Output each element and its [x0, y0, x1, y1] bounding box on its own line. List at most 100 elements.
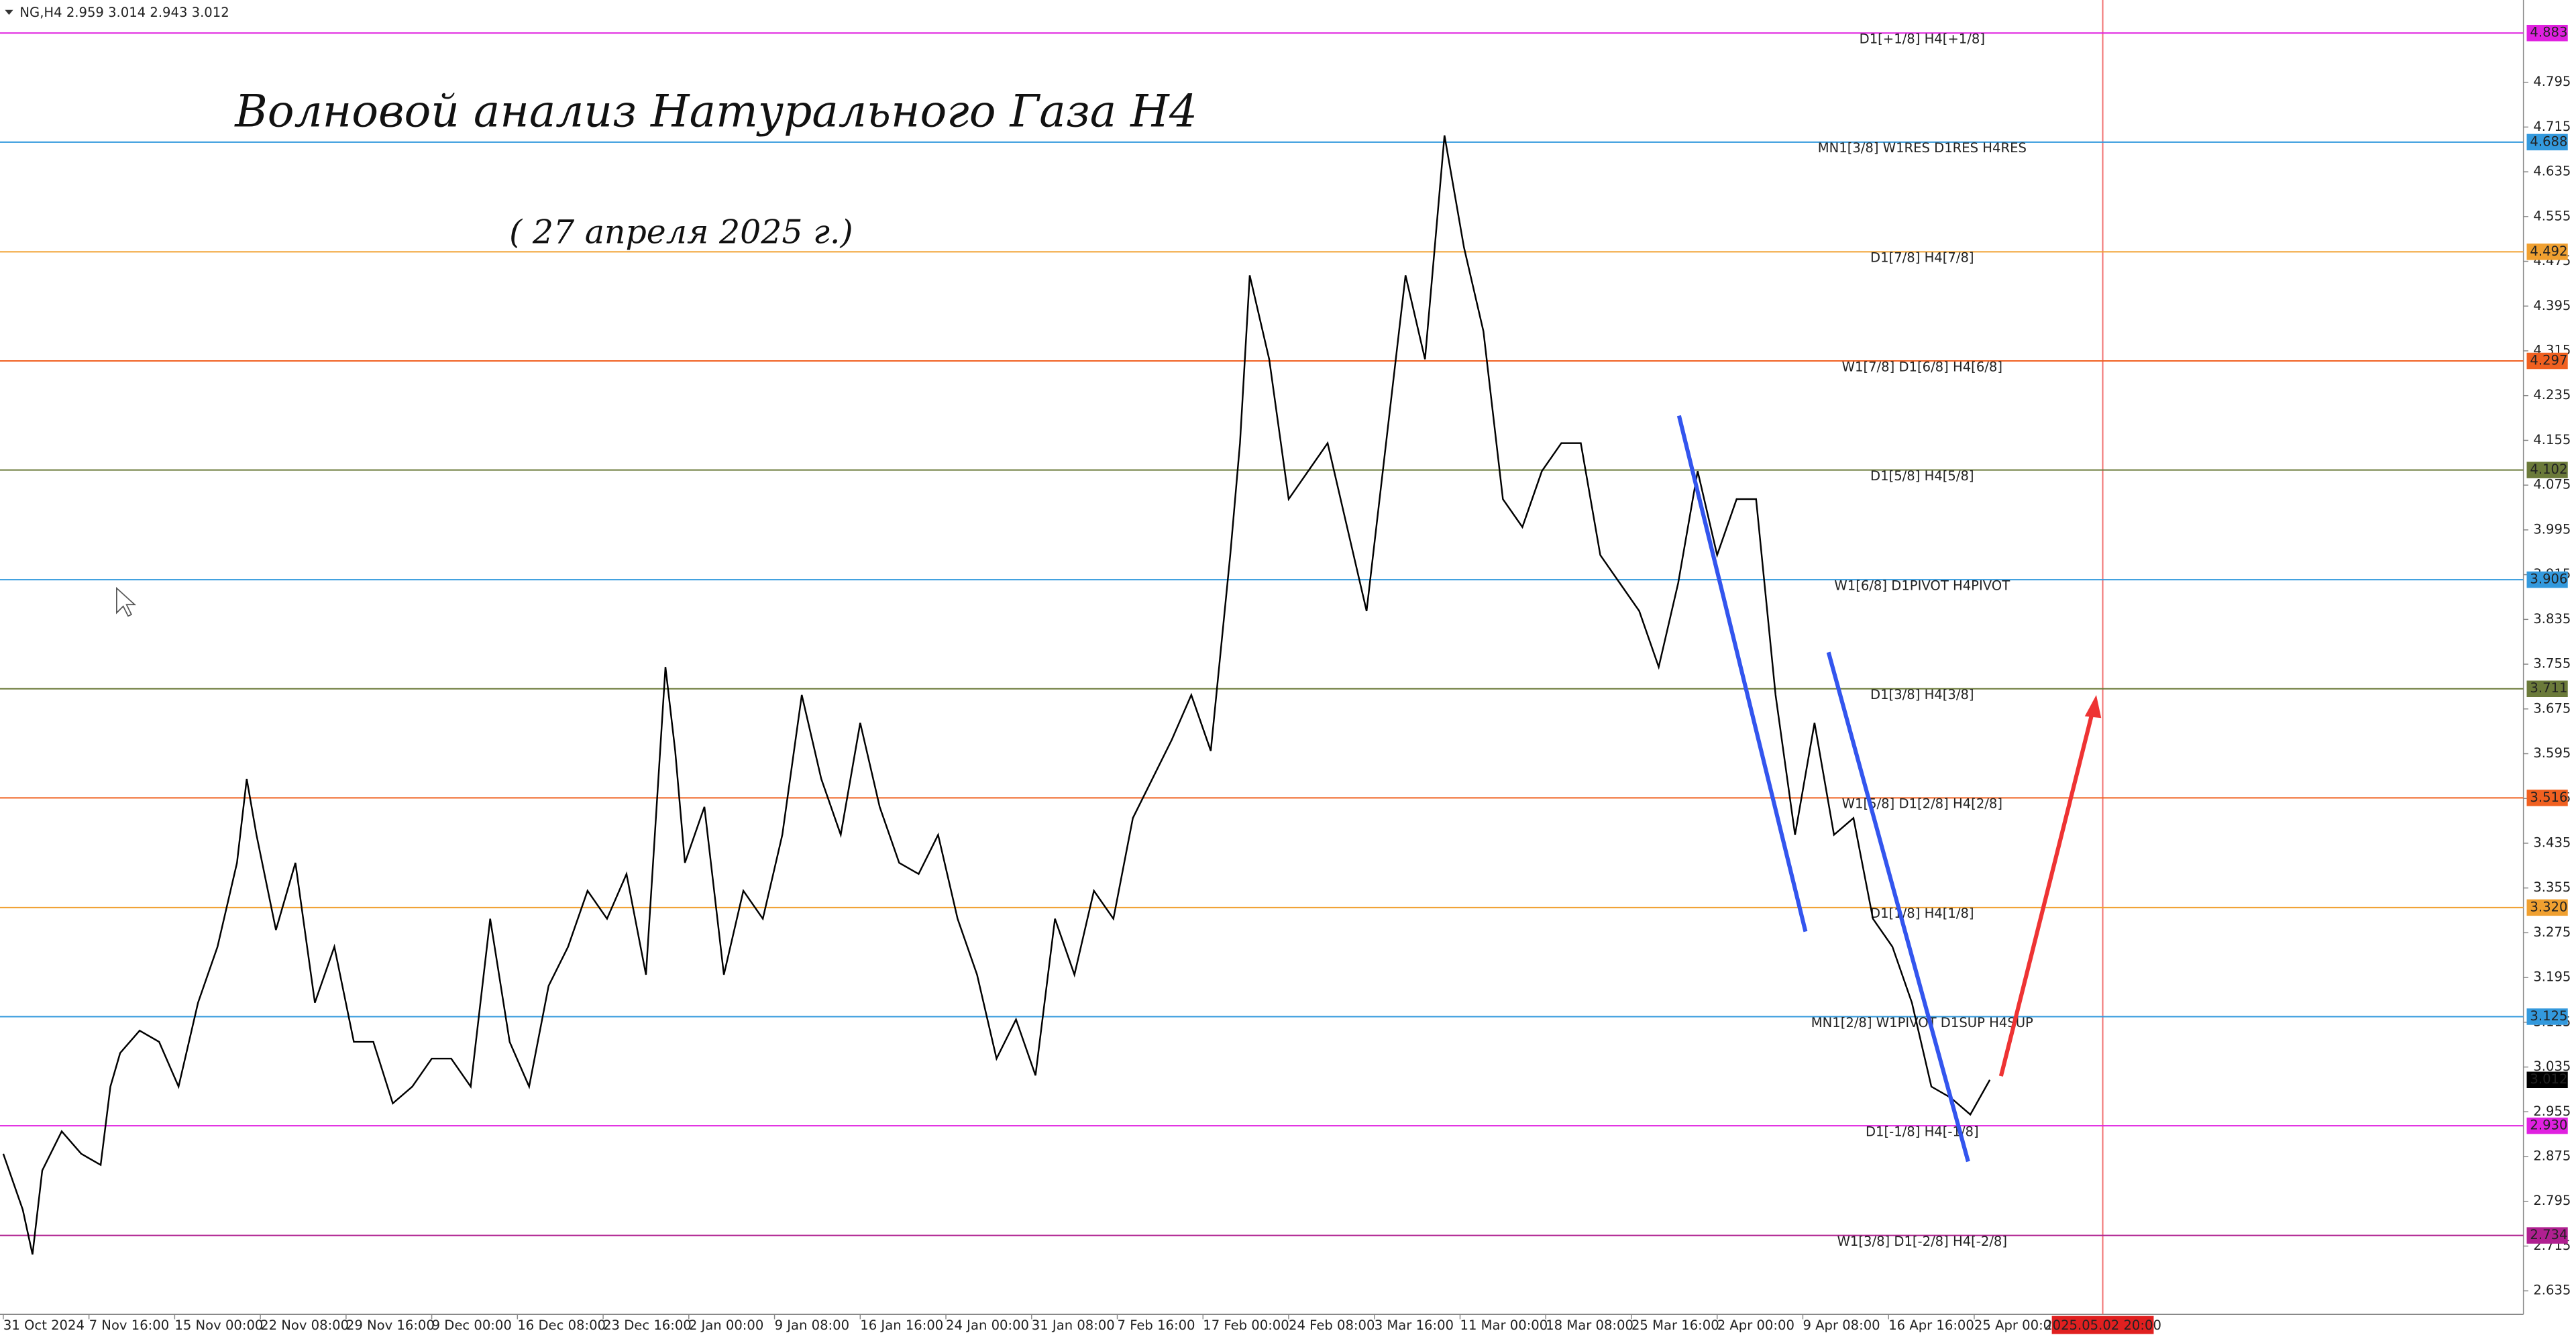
y-tick-label: 4.715	[2533, 119, 2571, 134]
chart-title: Волновой анализ Натурального Газа H4	[234, 85, 1197, 137]
price-tag-label: 4.492	[2530, 244, 2567, 259]
header-arrow	[5, 9, 13, 15]
y-tick-label: 2.955	[2533, 1104, 2571, 1119]
price-tag	[2526, 1008, 2568, 1025]
level-label: MN1[3/8] W1RES D1RES H4RES	[1818, 140, 2027, 156]
price-tag-label: 2.930	[2530, 1118, 2567, 1133]
x-tick-label: 25 Mar 16:00	[1631, 1318, 1719, 1333]
y-tick-label: 3.355	[2533, 879, 2571, 895]
current-price-tag	[2526, 1071, 2568, 1089]
y-tick-label: 4.395	[2533, 298, 2571, 313]
price-tag-label: 2.734	[2530, 1227, 2567, 1242]
level-label: W1[5/8] D1[2/8] H4[2/8]	[1842, 796, 2002, 812]
level-label: D1[7/8] H4[7/8]	[1870, 250, 1974, 266]
x-tick-label: 7 Feb 16:00	[1118, 1318, 1195, 1333]
x-tick-label: 18 Mar 08:00	[1546, 1318, 1633, 1333]
x-tick-label: 16 Jan 16:00	[860, 1318, 943, 1333]
y-tick-label: 3.675	[2533, 700, 2571, 716]
y-tick-label: 2.795	[2533, 1193, 2571, 1208]
cursor-time-label: 2025.05.02 20:00	[2044, 1318, 2161, 1333]
y-tick-label: 4.235	[2533, 387, 2571, 403]
x-tick-label: 9 Dec 00:00	[432, 1318, 512, 1333]
level-label: D1[-1/8] H4[-1/8]	[1866, 1124, 1979, 1139]
price-tag	[2526, 352, 2568, 370]
price-tag	[2526, 25, 2568, 42]
x-tick-label: 31 Jan 08:00	[1032, 1318, 1115, 1333]
y-tick-label: 4.635	[2533, 164, 2571, 179]
x-tick-label: 2 Apr 00:00	[1717, 1318, 1794, 1333]
x-tick-label: 16 Apr 16:00	[1888, 1318, 1974, 1333]
x-tick-label: 29 Nov 16:00	[346, 1318, 435, 1333]
price-tag	[2526, 571, 2568, 588]
level-label: MN1[2/8] W1PIVOT D1SUP H4SUP	[1811, 1015, 2033, 1030]
x-tick-label: 24 Jan 00:00	[946, 1318, 1029, 1333]
y-tick-label: 4.075	[2533, 477, 2571, 492]
price-tag-label: 3.320	[2530, 899, 2567, 914]
x-tick-label: 9 Jan 08:00	[775, 1318, 850, 1333]
trend-line	[1826, 651, 1970, 1163]
current-price-label: 3.012	[2530, 1071, 2567, 1087]
y-tick-label: 4.155	[2533, 432, 2571, 447]
price-tag	[2526, 899, 2568, 916]
price-tag-label: 4.883	[2530, 25, 2567, 40]
price-tag-label: 3.711	[2530, 680, 2567, 696]
price-tag-label: 4.297	[2530, 353, 2567, 368]
level-label: D1[5/8] H4[5/8]	[1870, 468, 1974, 484]
x-tick-label: 31 Oct 2024	[3, 1318, 85, 1333]
x-tick-label: 25 Apr 00:00	[1974, 1318, 2060, 1333]
chart-date: ( 27 апреля 2025 г.)	[509, 213, 853, 252]
price-tag	[2526, 1227, 2568, 1244]
x-tick-label: 3 Mar 16:00	[1375, 1318, 1454, 1333]
forecast-arrow	[1998, 709, 2095, 1077]
level-label: D1[1/8] H4[1/8]	[1870, 906, 1974, 921]
level-label: D1[3/8] H4[3/8]	[1870, 687, 1974, 702]
level-label: W1[3/8] D1[-2/8] H4[-2/8]	[1837, 1234, 2007, 1249]
level-label: W1[7/8] D1[6/8] H4[6/8]	[1842, 359, 2002, 374]
forecast-arrow-head	[2084, 694, 2102, 718]
y-tick-label: 3.035	[2533, 1059, 2571, 1074]
price-tag	[2526, 1117, 2568, 1134]
x-tick-label: 7 Nov 16:00	[89, 1318, 170, 1333]
price-tag	[2526, 133, 2568, 151]
level-label: W1[6/8] D1PIVOT H4PIVOT	[1834, 578, 2010, 593]
price-line	[2, 135, 1991, 1255]
y-tick-label: 2.875	[2533, 1148, 2571, 1164]
price-tag	[2526, 680, 2568, 698]
y-tick-label: 3.195	[2533, 969, 2571, 985]
price-tag-label: 4.688	[2530, 133, 2567, 149]
x-tick-label: 17 Feb 00:00	[1203, 1318, 1289, 1333]
y-tick-label: 3.755	[2533, 656, 2571, 672]
symbol-header: NG,H4 2.959 3.014 2.943 3.012	[19, 5, 229, 20]
y-tick-label: 3.835	[2533, 611, 2571, 627]
x-tick-label: 24 Feb 08:00	[1289, 1318, 1375, 1333]
price-tag-label: 3.125	[2530, 1008, 2567, 1024]
price-tag-label: 3.516	[2530, 790, 2567, 805]
trend-line	[1676, 415, 1808, 932]
cursor-time-box	[2051, 1316, 2154, 1334]
x-tick-label: 16 Dec 08:00	[517, 1318, 606, 1333]
y-tick-label: 3.595	[2533, 745, 2571, 761]
x-tick-label: 9 Apr 08:00	[1803, 1318, 1880, 1333]
y-tick-label: 4.555	[2533, 208, 2571, 223]
price-tag-label: 3.906	[2530, 572, 2567, 587]
y-tick-label: 2.635	[2533, 1283, 2571, 1298]
y-tick-label: 3.995	[2533, 521, 2571, 537]
y-tick-label: 3.435	[2533, 835, 2571, 850]
price-tag-label: 4.102	[2530, 462, 2567, 477]
x-tick-label: 2 Jan 00:00	[689, 1318, 764, 1333]
y-tick-label: 4.795	[2533, 74, 2571, 89]
price-tag	[2526, 462, 2568, 478]
y-tick-label: 3.275	[2533, 924, 2571, 940]
x-tick-label: 23 Dec 16:00	[603, 1318, 692, 1333]
mouse-cursor	[116, 586, 137, 617]
price-tag	[2526, 244, 2568, 260]
x-tick-label: 15 Nov 00:00	[174, 1318, 263, 1333]
x-tick-label: 22 Nov 08:00	[260, 1318, 349, 1333]
level-label: D1[+1/8] H4[+1/8]	[1860, 32, 1985, 47]
price-tag	[2526, 790, 2568, 806]
x-tick-label: 11 Mar 00:00	[1460, 1318, 1548, 1333]
